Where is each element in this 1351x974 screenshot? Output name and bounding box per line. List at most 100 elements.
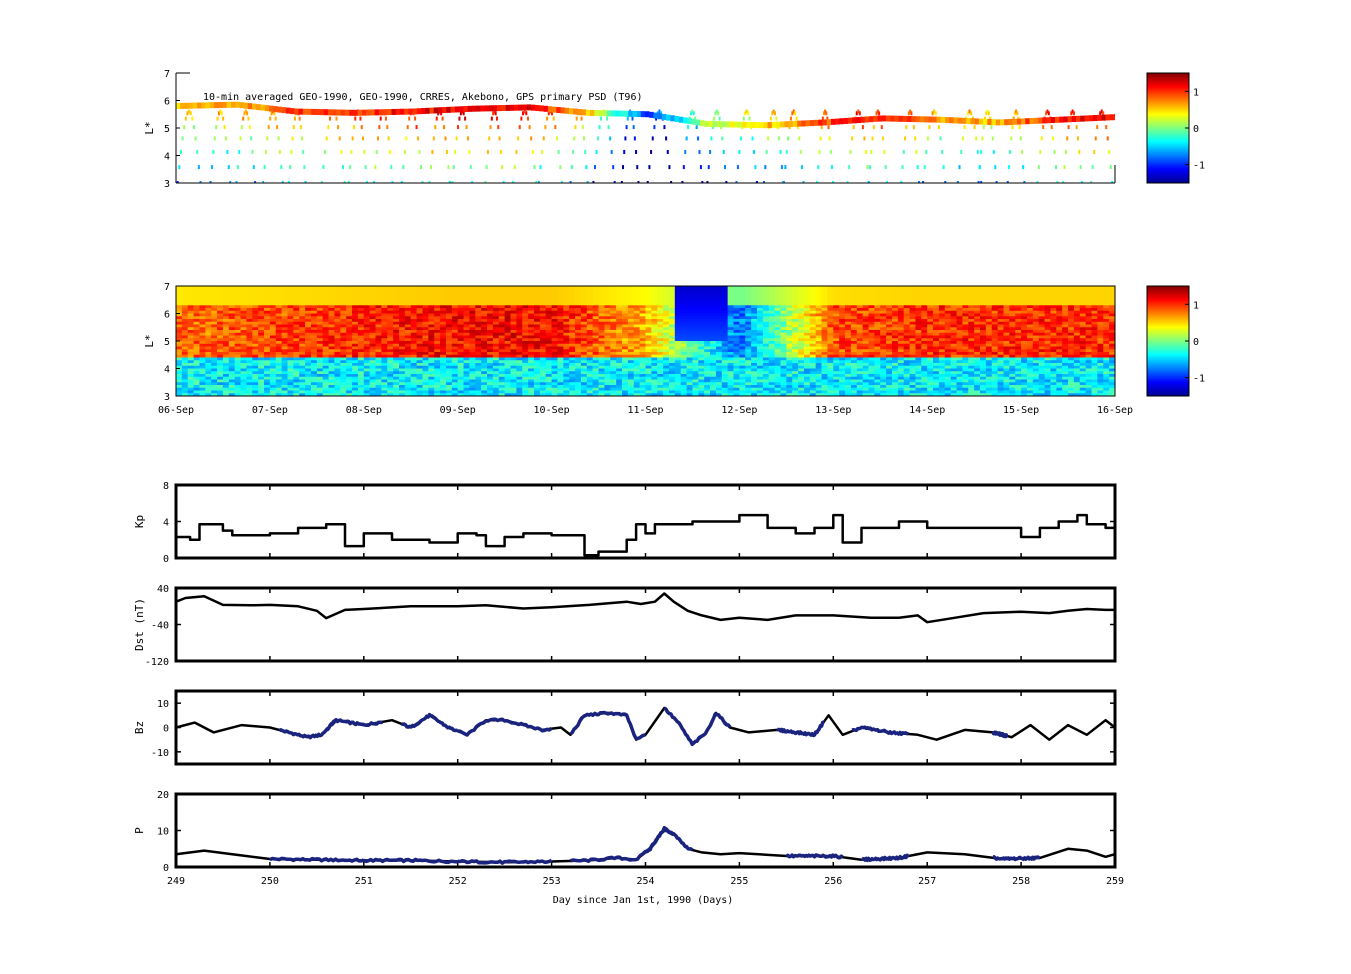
psd-assimilated-cell — [704, 379, 711, 383]
psd-assimilated-cell — [539, 352, 547, 356]
psd-assimilated-cell — [721, 321, 729, 326]
psd-assimilated-cell — [610, 294, 617, 298]
psd-assimilated-cell — [657, 343, 664, 348]
psd-assimilated-cell — [586, 365, 594, 370]
psd-assimilated-cell — [528, 299, 535, 304]
psd-assimilated-cell — [393, 302, 400, 306]
psd-observed-point — [1044, 111, 1047, 116]
psd-assimilated-cell — [352, 313, 359, 317]
psd-assimilated-cell — [381, 376, 388, 381]
psd-assimilated-cell — [586, 330, 594, 334]
psd-observed-point — [384, 116, 387, 121]
psd-observed-point — [755, 181, 758, 183]
psd-assimilated-cell — [698, 354, 705, 359]
psd-assimilated-cell — [751, 376, 758, 381]
psd-assimilated-cell — [211, 390, 218, 394]
psd-assimilated-cell — [357, 349, 365, 353]
psd-assimilated-cell — [545, 390, 553, 394]
psd-observed-point — [222, 116, 225, 121]
psd-assimilated-cell — [627, 308, 635, 312]
psd-assimilated-cell — [686, 313, 694, 317]
psd-assimilated-cell — [774, 393, 782, 396]
psd-assimilated-cell — [340, 286, 347, 290]
psd-observed-point — [795, 116, 798, 121]
psd-observed-geo-point — [311, 108, 316, 115]
psd-assimilated-cell — [246, 390, 253, 394]
psd-assimilated-cell — [422, 363, 429, 367]
psd-assimilated-cell — [674, 310, 682, 315]
psd-assimilated-cell — [786, 286, 793, 290]
psd-assimilated-cell — [381, 341, 388, 345]
psd-assimilated-cell — [786, 291, 793, 295]
psd-assimilated-cell — [786, 297, 793, 301]
psd-assimilated-cell — [475, 379, 482, 383]
psd-assimilated-cell — [510, 363, 517, 367]
psd-assimilated-cell — [680, 357, 688, 361]
psd-assimilated-cell — [316, 286, 324, 290]
psd-assimilated-cell — [399, 385, 406, 389]
psd-assimilated-cell — [639, 393, 647, 396]
psd-assimilated-cell — [205, 385, 212, 389]
psd-assimilated-cell — [275, 390, 283, 394]
psd-assimilated-cell — [258, 305, 265, 309]
psd-assimilated-cell — [399, 324, 406, 328]
psd-assimilated-cell — [663, 354, 670, 359]
psd-assimilated-cell — [316, 379, 324, 383]
psd-assimilated-cell — [445, 286, 453, 290]
psd-assimilated-cell — [269, 338, 277, 342]
psd-assimilated-cell — [563, 341, 570, 345]
psd-observed-point — [968, 109, 971, 114]
psd-assimilated-cell — [580, 319, 588, 323]
psd-assimilated-cell — [692, 365, 699, 370]
psd-assimilated-cell — [316, 368, 324, 372]
psd-assimilated-cell — [627, 390, 635, 394]
psd-assimilated-cell — [698, 346, 705, 350]
psd-assimilated-cell — [322, 341, 330, 345]
psd-observed-geo-point — [780, 121, 785, 128]
psd-assimilated-cell — [199, 368, 206, 372]
psd-assimilated-cell — [721, 379, 729, 383]
psd-assimilated-cell — [686, 299, 694, 304]
psd-assimilated-cell — [299, 338, 306, 342]
psd-assimilated-cell — [387, 302, 394, 306]
psd-assimilated-cell — [410, 390, 418, 394]
psd-assimilated-cell — [504, 305, 512, 309]
psd-assimilated-cell — [440, 346, 447, 350]
psd-assimilated-cell — [393, 319, 400, 323]
psd-assimilated-cell — [399, 288, 406, 293]
psd-assimilated-cell — [639, 313, 647, 317]
psd-assimilated-cell — [240, 335, 248, 339]
psd-observed-geo-point — [928, 116, 933, 123]
psd-assimilated-cell — [334, 376, 341, 381]
psd-assimilated-cell — [228, 286, 236, 290]
psd-assimilated-cell — [469, 294, 476, 298]
psd-assimilated-cell — [228, 346, 236, 350]
psd-assimilated-cell — [622, 324, 629, 328]
psd-assimilated-cell — [580, 297, 588, 301]
psd-assimilated-cell — [715, 308, 723, 312]
psd-assimilated-cell — [252, 288, 259, 293]
psd-assimilated-cell — [357, 291, 365, 295]
psd-assimilated-cell — [287, 341, 294, 345]
psd-assimilated-cell — [451, 288, 459, 293]
psd-assimilated-cell — [739, 332, 746, 337]
psd-assimilated-cell — [721, 286, 729, 290]
psd-observed-point — [909, 109, 912, 114]
psd-assimilated-cell — [334, 385, 341, 389]
psd-assimilated-cell — [264, 327, 271, 331]
psd-assimilated-cell — [205, 310, 212, 315]
psd-assimilated-cell — [551, 294, 559, 298]
psd-assimilated-cell — [757, 294, 764, 298]
psd-observed-geo-point — [632, 110, 637, 117]
psd-assimilated-cell — [610, 299, 617, 304]
psd-observed-point — [1067, 125, 1070, 130]
psd-observed-geo-point — [471, 105, 477, 112]
psd-assimilated-cell — [539, 335, 547, 339]
psd-assimilated-cell — [217, 316, 224, 320]
psd-assimilated-cell — [211, 354, 218, 359]
psd-assimilated-cell — [487, 368, 494, 372]
psd-assimilated-cell — [639, 354, 647, 359]
psd-assimilated-cell — [539, 393, 547, 396]
psd-assimilated-cell — [369, 291, 377, 295]
psd-assimilated-cell — [698, 374, 705, 378]
